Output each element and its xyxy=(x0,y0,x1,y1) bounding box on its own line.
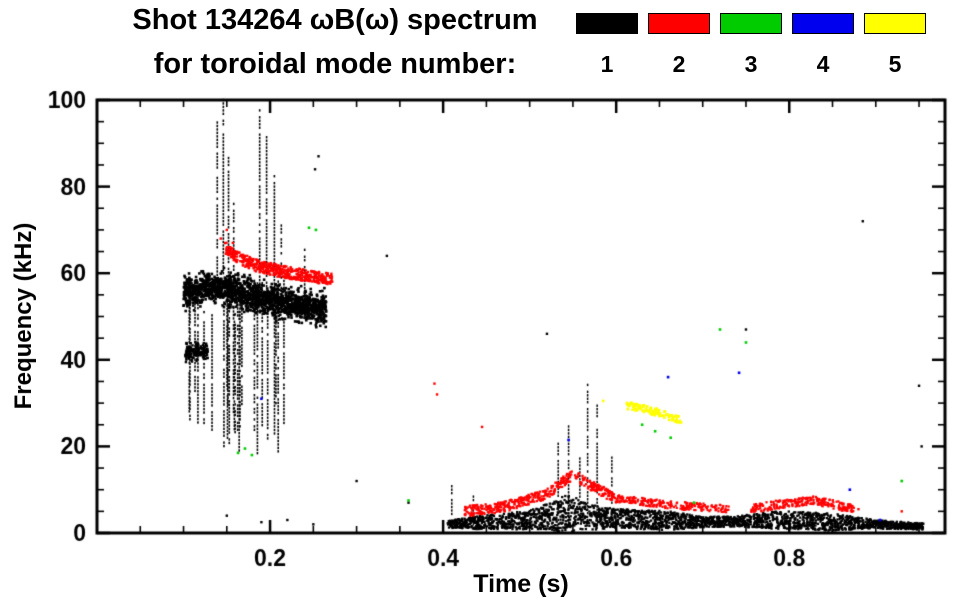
chart-title: Shot 134264 ωB(ω) spectrum xyxy=(132,4,538,36)
legend-label-mode-4: 4 xyxy=(816,51,830,77)
legend-label-mode-3: 3 xyxy=(744,51,758,77)
legend-item-mode-2: 2 xyxy=(648,13,710,78)
legend-label-mode-5: 5 xyxy=(888,51,902,77)
y-axis-label: Frequency (kHz) xyxy=(10,222,37,410)
legend-swatch-mode-5 xyxy=(864,13,926,34)
x-axis-label: Time (s) xyxy=(473,570,569,598)
legend: 1 2 3 4 5 xyxy=(576,13,926,78)
legend-item-mode-5: 5 xyxy=(864,13,926,78)
legend-label-mode-2: 2 xyxy=(672,51,686,77)
legend-label-mode-1: 1 xyxy=(600,51,614,77)
legend-swatch-mode-2 xyxy=(648,13,710,34)
legend-item-mode-4: 4 xyxy=(792,13,854,78)
legend-swatch-mode-1 xyxy=(576,13,638,34)
legend-item-mode-1: 1 xyxy=(576,13,638,78)
legend-swatch-mode-3 xyxy=(720,13,782,34)
chart-subtitle: for toroidal mode number: xyxy=(153,48,517,80)
legend-swatch-mode-4 xyxy=(792,13,854,34)
legend-item-mode-3: 3 xyxy=(720,13,782,78)
